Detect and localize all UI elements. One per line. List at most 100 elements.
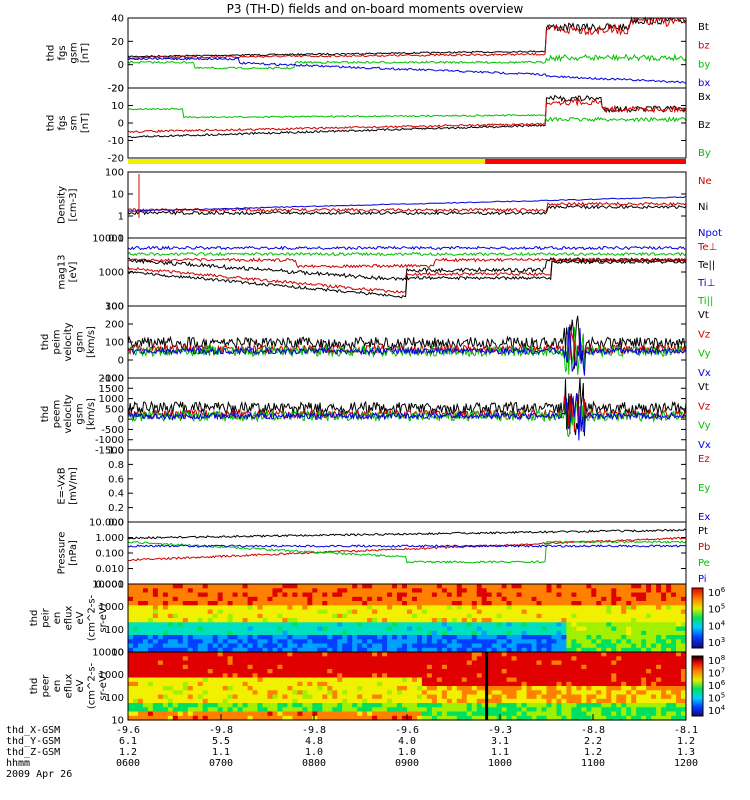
spec-cell	[297, 647, 303, 653]
spec-cell	[367, 669, 373, 674]
spec-cell	[252, 588, 259, 594]
spec-cell	[631, 626, 637, 632]
spec-cell	[382, 584, 388, 589]
spec-cell	[591, 618, 597, 623]
spec-cell	[661, 596, 667, 602]
series-bx	[127, 57, 687, 84]
spec-cell	[217, 664, 224, 670]
spec-cell	[456, 656, 463, 662]
spec-cell	[162, 643, 169, 649]
spec-cell	[277, 639, 283, 645]
spec-cell	[456, 664, 463, 670]
spec-cell	[511, 698, 518, 704]
spec-cell	[461, 698, 468, 704]
spec-cell	[177, 592, 184, 598]
spec-cell	[212, 643, 219, 649]
spec-cell	[571, 673, 577, 679]
spec-cell	[138, 618, 144, 623]
spec-cell	[516, 677, 523, 683]
spec-cell	[392, 690, 398, 696]
spec-cell	[272, 601, 278, 606]
spec-cell	[227, 669, 234, 674]
y-tick-label: 300	[105, 302, 124, 313]
spec-cell	[252, 626, 259, 632]
spec-cell	[287, 707, 293, 713]
spec-cell	[431, 681, 438, 687]
spec-cell	[367, 711, 373, 717]
spec-cell	[128, 698, 134, 704]
spec-cell	[128, 711, 134, 717]
spec-cell	[382, 698, 388, 704]
spec-cell	[167, 669, 174, 674]
spec-cell	[676, 707, 682, 713]
spec-cell	[257, 677, 263, 683]
spec-cell	[352, 677, 358, 683]
spec-cell	[476, 694, 483, 700]
spec-cell	[506, 664, 513, 670]
spec-cell	[446, 711, 453, 717]
spec-cell	[362, 677, 368, 683]
spec-cell	[481, 715, 488, 721]
spec-cell	[631, 669, 637, 674]
spec-cell	[506, 673, 513, 679]
spec-cell	[297, 656, 303, 662]
spec-cell	[397, 711, 403, 717]
spec-cell	[252, 601, 259, 606]
spec-cell	[541, 711, 547, 717]
spec-cell	[546, 686, 552, 691]
spec-cell	[302, 664, 308, 670]
spec-cell	[322, 639, 328, 645]
spec-cell	[656, 626, 662, 632]
spec-cell	[402, 596, 408, 602]
spec-cell	[377, 660, 383, 666]
spec-cell	[441, 715, 448, 721]
spec-cell	[282, 596, 288, 602]
spec-cell	[167, 626, 174, 632]
spec-cell	[671, 588, 677, 594]
spec-cell	[536, 609, 542, 615]
mode-bar-slow	[128, 159, 486, 164]
spec-cell	[382, 673, 388, 679]
spec-cell	[202, 626, 209, 632]
spec-cell	[446, 660, 453, 666]
spec-cell	[128, 626, 134, 632]
spec-cell	[486, 673, 493, 679]
spec-cell	[407, 596, 413, 602]
y-tick-label: -100	[101, 374, 124, 385]
legend-efield-0: Ez	[698, 454, 710, 465]
spec-cell	[302, 669, 308, 674]
spec-cell	[606, 656, 612, 662]
spec-cell	[372, 635, 378, 640]
spec-cell	[292, 711, 298, 717]
spec-cell	[277, 626, 283, 632]
panel-frame-7	[127, 521, 687, 585]
spec-cell	[466, 609, 473, 615]
spec-cell	[551, 609, 557, 615]
spec-cell	[362, 605, 368, 611]
spec-cell	[521, 630, 528, 636]
spec-cell	[392, 694, 398, 700]
spec-cell	[337, 656, 343, 662]
spec-cell	[626, 664, 632, 670]
spec-cell	[636, 681, 642, 687]
spec-cell	[491, 605, 498, 611]
spec-cell	[541, 622, 547, 628]
spec-cell	[461, 596, 468, 602]
spec-cell	[332, 707, 338, 713]
spec-cell	[446, 626, 453, 632]
spec-cell	[486, 592, 493, 598]
spec-cell	[506, 622, 513, 628]
spec-cell	[546, 694, 552, 700]
spec-cell	[237, 677, 244, 683]
spec-cell	[272, 613, 278, 619]
spec-cell	[412, 673, 418, 679]
spec-cell	[362, 601, 368, 606]
spec-cell	[421, 592, 428, 598]
spec-cell	[317, 596, 323, 602]
spec-cell	[641, 656, 647, 662]
spec-cell	[496, 681, 503, 687]
spec-cell	[142, 711, 149, 717]
spec-cell	[227, 613, 234, 619]
spec-cell	[302, 609, 308, 615]
spec-cell	[466, 639, 473, 645]
